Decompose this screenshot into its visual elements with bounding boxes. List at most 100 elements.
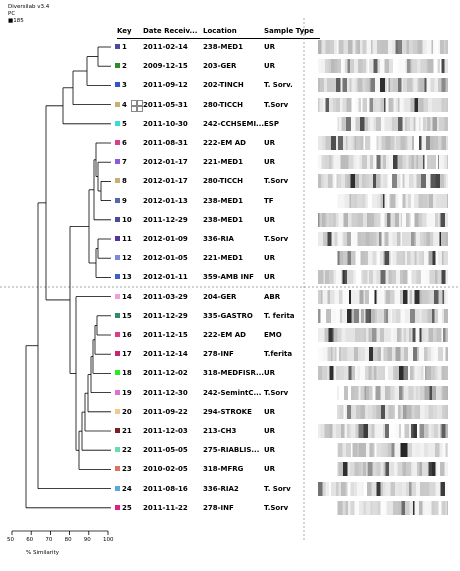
key-color-swatch [115,82,120,88]
fingerprint-lane [318,78,448,93]
sample-row[interactable]: 22 2011-05-05 275-RIABLIS... UR [0,443,460,458]
sample-date: 2012-01-17 [143,177,188,186]
sample-type: UR [264,158,276,167]
sample-location: 221-MED1 [203,254,243,263]
sample-row[interactable]: 18 2011-12-02 318-MEDFISR... UR [0,366,460,381]
sample-location: 222-EM AD [203,139,246,147]
sample-location: 242-SemintC... [203,388,262,397]
sample-key: 21 [122,427,132,435]
fingerprint-lane [318,308,448,323]
sample-location: 318-MEDFISR... [203,369,265,378]
sample-type: T. ferita [264,311,295,320]
key-color-swatch [115,197,120,203]
sample-type: T.ferita [264,350,293,359]
sample-type: UR [264,407,276,416]
sample-row[interactable]: 4 2011-05-31 280-TICCH T.Sorv [0,97,460,113]
fingerprint-lane [318,251,448,266]
sample-row[interactable]: 16 2011-12-15 222-EM AD EMO [0,328,460,343]
sample-location: 336-RIA [203,235,234,243]
sample-key: 5 [122,119,127,128]
sample-location: 238-MED1 [203,43,243,51]
fingerprint-lane [318,40,448,54]
sample-date: 2011-12-29 [143,311,188,320]
sample-date: 2011-05-31 [143,100,188,109]
marker-square-icon [131,99,137,106]
sample-row[interactable]: 19 2011-12-30 242-SemintC... T.Sorv [0,385,460,401]
sample-row[interactable]: 11 2012-01-09 336-RIA T.Sorv [0,232,460,247]
sample-row[interactable]: 13 2012-01-11 359-AMB INF UR [0,270,460,285]
sample-location: 238-MED1 [203,215,243,224]
sample-date: 2012-01-09 [143,235,188,243]
fingerprint-lane [318,289,448,304]
sample-key: 14 [122,292,132,301]
sample-key: 16 [122,331,132,339]
key-color-swatch [115,447,120,453]
sample-type: T.Sorv [264,503,289,512]
fingerprint-lane [318,136,448,150]
sample-location: 294-STROKE [203,407,252,416]
sample-key: 6 [122,139,127,147]
sample-row[interactable]: 3 2011-09-12 202-TINCH T. Sorv. [0,78,460,93]
sample-location: 203-GER [203,62,237,71]
sample-row[interactable]: 25 2011-11-22 278-INF T.Sorv [0,500,460,516]
sample-row[interactable]: 21 2011-12-03 213-CH3 UR [0,424,460,439]
sample-location: 222-EM AD [203,331,246,339]
sample-date: 2010-02-05 [143,465,188,474]
marker-square-icon [131,105,137,112]
fingerprint-lane [318,366,448,381]
sample-location: 280-TICCH [203,100,244,109]
sample-date: 2011-12-30 [143,388,188,397]
sample-row[interactable]: 7 2012-01-17 221-MED1 UR [0,155,460,170]
sample-type: UR [264,273,276,282]
sample-key: 17 [122,350,132,359]
sample-type: T. Sorv [264,484,291,493]
sample-type: UR [264,446,276,455]
sample-location: 280-TICCH [203,177,244,186]
sample-row[interactable]: 12 2012-01-05 221-MED1 UR [0,251,460,266]
sample-row[interactable]: 23 2010-02-05 318-MFRG UR [0,462,460,477]
fingerprint-lane [318,385,448,400]
sample-type: EMO [264,331,282,339]
fingerprint-lane [318,232,448,246]
key-color-swatch [115,370,120,376]
sample-row[interactable]: 15 2011-12-29 335-GASTRO T. ferita [0,308,460,324]
header-rule [117,38,320,39]
sample-location: 221-MED1 [203,158,243,167]
sample-row[interactable]: 20 2011-09-22 294-STROKE UR [0,404,460,420]
sample-key: 18 [122,369,132,378]
sample-location: 275-RIABLIS... [203,446,260,455]
sample-type: UR [264,43,276,51]
sample-location: 336-RIA2 [203,484,239,493]
key-color-swatch [115,485,120,491]
sample-row[interactable]: 10 2011-12-29 238-MED1 UR [0,212,460,228]
sample-location: 318-MFRG [203,465,244,474]
header-date: Date Receiv... [143,27,198,35]
sample-location: 242-CCHSEMI... [203,119,265,128]
sample-type: T.Sorv [264,100,289,109]
sample-row[interactable]: 2 2009-12-15 203-GER UR [0,59,460,74]
key-color-swatch [115,293,120,299]
fingerprint-lane [318,481,448,496]
sample-type: T.Sorv [264,177,289,186]
sample-date: 2011-12-15 [143,331,188,339]
sample-row[interactable]: 1 2011-02-14 238-MED1 UR [0,40,460,55]
sample-row[interactable]: 5 2011-10-30 242-CCHSEMI... ESP [0,116,460,132]
sample-date: 2011-12-29 [143,215,188,224]
sample-row[interactable]: 17 2011-12-14 278-INF T.ferita [0,347,460,362]
sample-row[interactable]: 6 2011-08-31 222-EM AD UR [0,136,460,151]
sample-key: 2 [122,62,127,71]
sample-date: 2012-01-05 [143,254,188,263]
sample-key: 24 [122,484,132,493]
key-color-swatch [115,351,120,357]
sample-key: 8 [122,177,127,186]
sample-row[interactable]: 24 2011-08-16 336-RIA2 T. Sorv [0,481,460,497]
sample-row[interactable]: 8 2012-01-17 280-TICCH T.Sorv [0,174,460,189]
sample-row[interactable]: 14 2011-03-29 204-GER ABR [0,289,460,305]
header-key: Key [117,27,132,35]
sample-date: 2011-09-22 [143,407,188,416]
key-color-swatch [115,312,120,318]
sample-row[interactable]: 9 2012-01-13 238-MED1 TF [0,193,460,209]
axis-tick-label: 70 [45,537,53,543]
sample-type: ABR [264,292,281,301]
